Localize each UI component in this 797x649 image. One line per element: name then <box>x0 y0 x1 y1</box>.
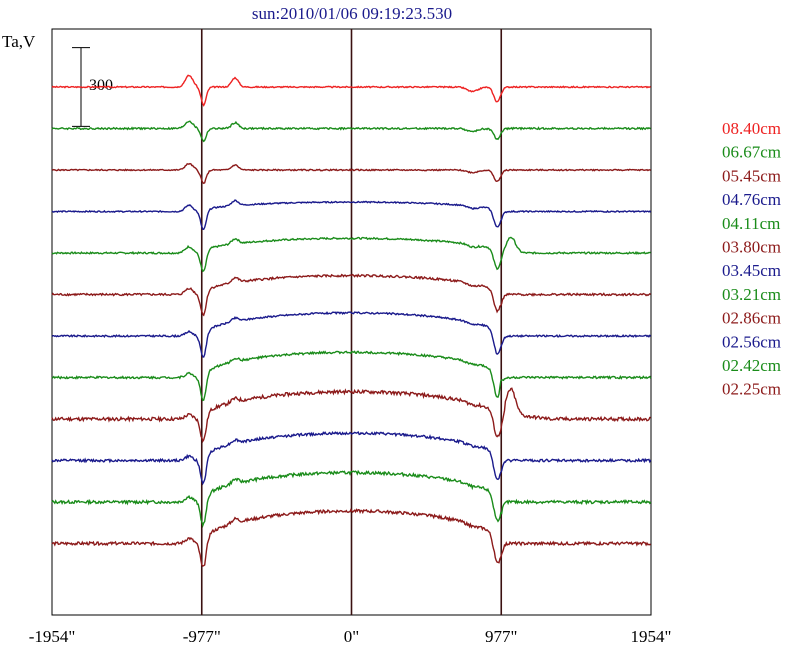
legend-entry-05.45cm: 05.45cm <box>722 166 781 185</box>
legend-entry-03.45cm: 03.45cm <box>722 261 781 280</box>
x-tick-label-0: -1954" <box>29 627 76 646</box>
legend-entry-02.42cm: 02.42cm <box>722 356 781 375</box>
legend-entry-03.80cm: 03.80cm <box>722 238 781 257</box>
series-line-04.76cm <box>51 199 652 231</box>
chart-title: sun:2010/01/06 09:19:23.530 <box>252 4 452 23</box>
legend-entry-02.56cm: 02.56cm <box>722 332 781 351</box>
legend-entry-08.40cm: 08.40cm <box>722 119 781 138</box>
legend-entry-02.25cm: 02.25cm <box>722 380 781 399</box>
x-tick-label-2: 0" <box>344 627 359 646</box>
x-tick-labels: -1954" -977" 0" 977" 1954" <box>29 627 672 646</box>
series-line-06.67cm <box>51 120 651 143</box>
legend-entry-04.11cm: 04.11cm <box>722 214 780 233</box>
legend: 08.40cm 06.67cm 05.45cm 04.76cm 04.11cm 03.80… <box>722 119 781 399</box>
series-traces <box>51 74 652 567</box>
series-line-03.80cm <box>51 273 652 317</box>
series-line-03.45cm <box>51 311 652 358</box>
series-line-02.56cm <box>51 430 652 486</box>
series-line-05.45cm <box>51 162 652 185</box>
series-line-02.25cm <box>51 508 652 567</box>
legend-entry-04.76cm: 04.76cm <box>722 190 781 209</box>
series-line-04.11cm <box>51 236 651 273</box>
legend-entry-02.86cm: 02.86cm <box>722 309 781 328</box>
series-line-02.42cm <box>51 469 652 528</box>
series-line-02.86cm <box>51 387 651 443</box>
legend-entry-03.21cm: 03.21cm <box>722 285 781 304</box>
series-line-03.21cm <box>51 350 652 402</box>
y-axis-label: Ta,V <box>2 32 36 51</box>
x-tick-label-3: 977" <box>485 627 517 646</box>
limb-markers <box>200 29 503 615</box>
x-tick-label-4: 1954" <box>631 627 672 646</box>
series-line-08.40cm <box>51 74 651 107</box>
x-tick-label-1: -977" <box>183 627 221 646</box>
scale-bar-label: 300 <box>89 77 113 94</box>
legend-entry-06.67cm: 06.67cm <box>722 143 781 162</box>
